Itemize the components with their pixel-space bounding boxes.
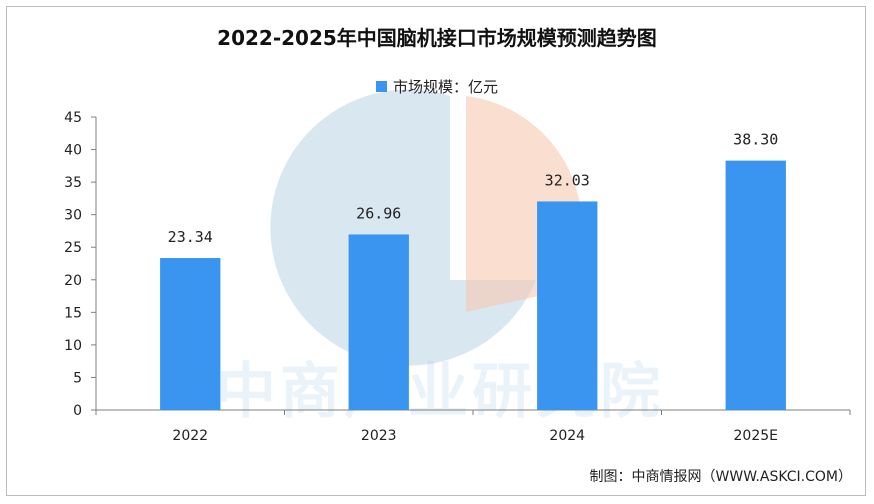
chart-title: 2022-2025年中国脑机接口市场规模预测趋势图 bbox=[217, 26, 657, 50]
x-tick-label-2024: 2024 bbox=[549, 428, 585, 444]
y-tick-label: 35 bbox=[64, 175, 82, 191]
x-tick-label-2023: 2023 bbox=[361, 428, 397, 444]
source-credit: 制图：中商情报网（WWW.ASKCI.COM） bbox=[589, 469, 852, 485]
data-label-2023: 26.96 bbox=[356, 204, 401, 222]
y-tick-label: 45 bbox=[64, 110, 82, 126]
bar-2024 bbox=[537, 201, 598, 410]
y-tick-label: 15 bbox=[64, 305, 82, 321]
bar-2022 bbox=[160, 258, 221, 410]
data-label-2025E: 38.30 bbox=[733, 131, 778, 149]
bars bbox=[160, 160, 786, 410]
y-tick-label: 10 bbox=[64, 338, 82, 354]
x-tick-label-2025E: 2025E bbox=[734, 428, 778, 444]
data-labels: 23.34 26.96 32.03 38.30 bbox=[168, 131, 779, 246]
x-tick-label-2022: 2022 bbox=[172, 428, 208, 444]
y-tick-label: 5 bbox=[73, 370, 82, 386]
bar-2023 bbox=[348, 234, 409, 410]
y-tick-label: 25 bbox=[64, 240, 82, 256]
y-tick-label: 0 bbox=[73, 403, 82, 419]
legend: 市场规模：亿元 bbox=[0, 76, 874, 97]
axes: 0 5 10 15 20 25 30 35 40 45 2022 2023 2024 2025E bbox=[64, 110, 851, 444]
legend-swatch bbox=[375, 81, 387, 92]
y-tick-label: 20 bbox=[64, 273, 82, 289]
data-label-2022: 23.34 bbox=[168, 228, 213, 246]
bar-2025E bbox=[725, 160, 786, 410]
y-tick-label: 30 bbox=[64, 208, 82, 224]
legend-label: 市场规模：亿元 bbox=[392, 78, 498, 96]
data-label-2024: 32.03 bbox=[545, 171, 590, 189]
y-tick-label: 40 bbox=[64, 143, 82, 159]
